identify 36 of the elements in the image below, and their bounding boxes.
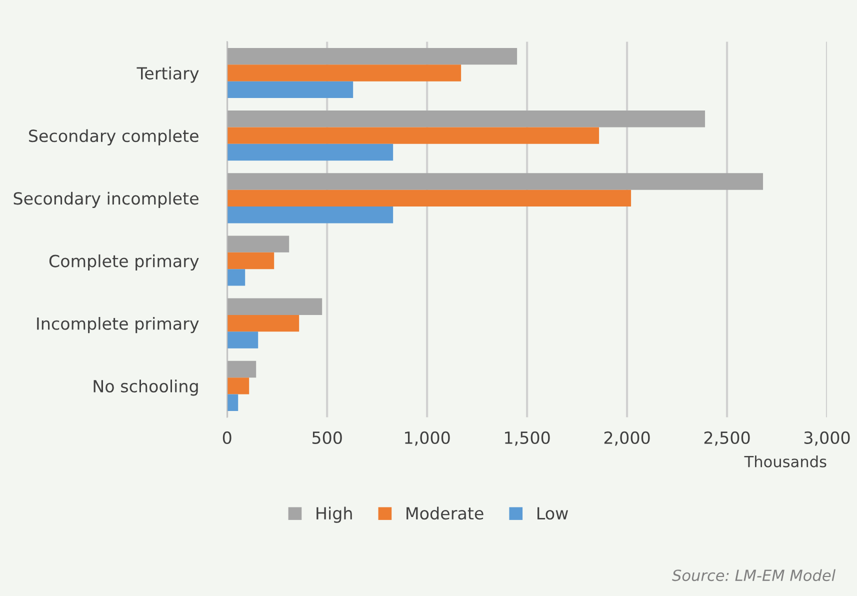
x-tick-label: 0 (222, 431, 232, 444)
bar (227, 127, 600, 144)
y-tick-label: Tertiary (136, 66, 199, 83)
bar (227, 206, 394, 224)
bar (227, 332, 258, 348)
y-tick-label: Secondary incomplete (14, 192, 198, 208)
y-tick-label: Incomplete primary (37, 317, 199, 334)
legend-label: Low (538, 507, 568, 520)
bar (227, 48, 518, 65)
bar (227, 110, 706, 128)
y-tick-label: Complete primary (49, 254, 199, 271)
x-tick-label: 500 (312, 431, 342, 444)
bar (227, 173, 764, 190)
bar (227, 314, 300, 332)
x-tick-label: 1,000 (405, 431, 450, 446)
bar (227, 394, 238, 411)
source-note: Source: LM-EM Model (672, 569, 836, 582)
bar (227, 144, 394, 161)
bar (227, 190, 632, 207)
x-tick-label: 3,000 (804, 431, 850, 446)
y-tick-label: No schooling (94, 380, 198, 396)
bar (227, 298, 322, 315)
x-tick-label: 2,000 (604, 431, 650, 446)
bar (227, 360, 256, 378)
x-tick-label: 1,500 (505, 431, 550, 446)
bar (227, 64, 462, 82)
bar (227, 81, 354, 98)
x-axis-title: Thousands (744, 456, 826, 468)
bar (227, 252, 274, 270)
bar (227, 378, 250, 394)
legend-label: High (316, 506, 352, 523)
bar (227, 236, 290, 252)
y-tick-label: Secondary complete (29, 129, 198, 146)
legend-label: Moderate (406, 506, 484, 520)
bar (227, 269, 246, 286)
x-tick-label: 2,500 (704, 431, 750, 446)
